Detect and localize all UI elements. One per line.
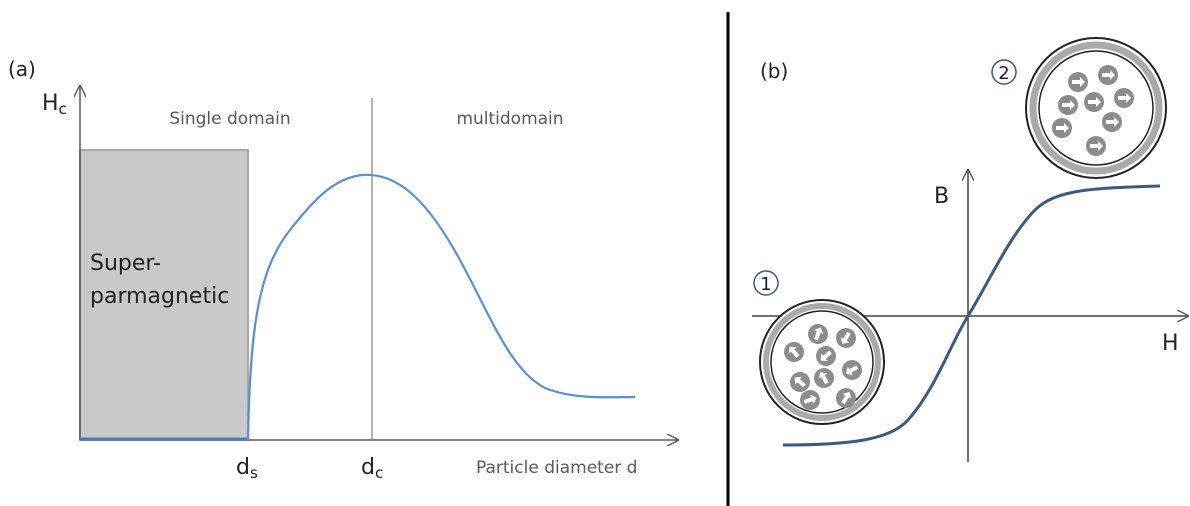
box-label: parmagnetic	[90, 284, 229, 309]
panel-label: (b)	[760, 59, 788, 83]
text-part: s	[250, 464, 258, 482]
panel-label: (a)	[8, 57, 36, 81]
particle-random	[759, 299, 885, 425]
box-label: Super-	[90, 251, 161, 276]
particle-aligned	[1025, 37, 1167, 179]
y-axis-label: B	[934, 184, 949, 209]
text-part: d	[361, 455, 375, 480]
text-part: c	[375, 464, 383, 482]
magnetization-curve	[782, 184, 1161, 447]
coercivity-curve	[246, 173, 636, 441]
region-label: multidomain	[456, 109, 563, 129]
x-axis-label: Particle diameter d	[476, 458, 637, 478]
x-axis-label: H	[1162, 331, 1179, 356]
y-axis-label: Hc	[42, 91, 67, 118]
region-label: Single domain	[169, 109, 290, 129]
text-part: H	[42, 91, 59, 116]
state-marker	[753, 270, 779, 296]
text-part: d	[236, 455, 250, 480]
tick-label: dc	[361, 455, 383, 482]
superparamagnetic-region	[79, 149, 249, 441]
state-label: 1	[760, 274, 771, 295]
state-marker	[991, 59, 1017, 85]
state-label: 2	[998, 63, 1009, 84]
text-part: c	[59, 100, 67, 118]
tick-label: ds	[236, 455, 258, 482]
